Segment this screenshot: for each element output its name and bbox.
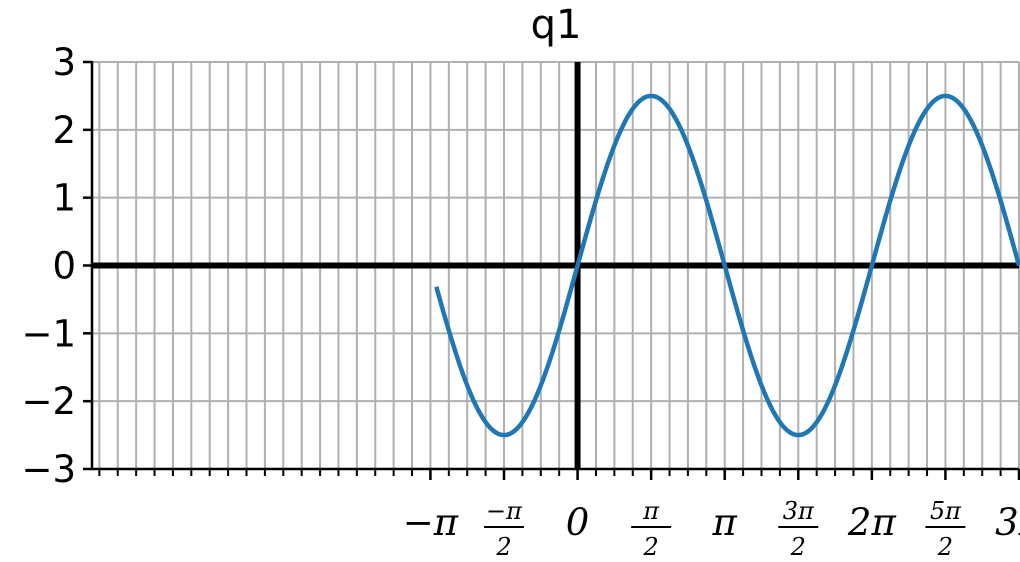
series-line [434, 93, 1020, 438]
fraction-numerator: π [642, 497, 660, 525]
chart-title: q1 [531, 2, 582, 48]
y-tick-label: 0 [52, 245, 76, 288]
zero-axis-lines [92, 62, 1019, 469]
fraction-numerator: −π [486, 497, 523, 525]
x-tick-label: 2π [847, 501, 897, 544]
x-tick-fraction-label: 3π2 [778, 497, 819, 561]
y-tick-labels: 3 2 1 0 −1 −2 −3 [21, 41, 76, 491]
series-layer [434, 93, 1020, 438]
fraction-denominator: 2 [643, 533, 659, 561]
y-tick-label: −3 [21, 448, 76, 491]
x-tick-fraction-label: −π 2 [484, 497, 524, 561]
x-tick-fraction-label: 5π2 [925, 497, 966, 561]
fraction-numerator: 3π [783, 497, 815, 525]
x-tick-fraction-label: π2 [631, 497, 672, 561]
tick-marks [83, 60, 1020, 480]
x-tick-label: −π [403, 501, 459, 544]
x-tick-labels: −π−π20π2π3π22π5π23π [403, 497, 1020, 561]
x-tick-label: 3π [995, 501, 1020, 544]
fraction-denominator: 2 [937, 533, 953, 561]
x-tick-label: 0 [566, 501, 590, 544]
fraction-denominator: 2 [790, 533, 806, 561]
y-tick-label: 1 [52, 177, 76, 220]
y-tick-label: −2 [21, 380, 76, 423]
fraction-numerator: 5π [930, 497, 962, 525]
y-tick-label: 2 [52, 109, 76, 152]
fraction-denominator: 2 [495, 533, 511, 561]
y-tick-label: 3 [52, 41, 76, 84]
x-tick-label: π [712, 501, 738, 544]
y-tick-label: −1 [21, 312, 76, 355]
